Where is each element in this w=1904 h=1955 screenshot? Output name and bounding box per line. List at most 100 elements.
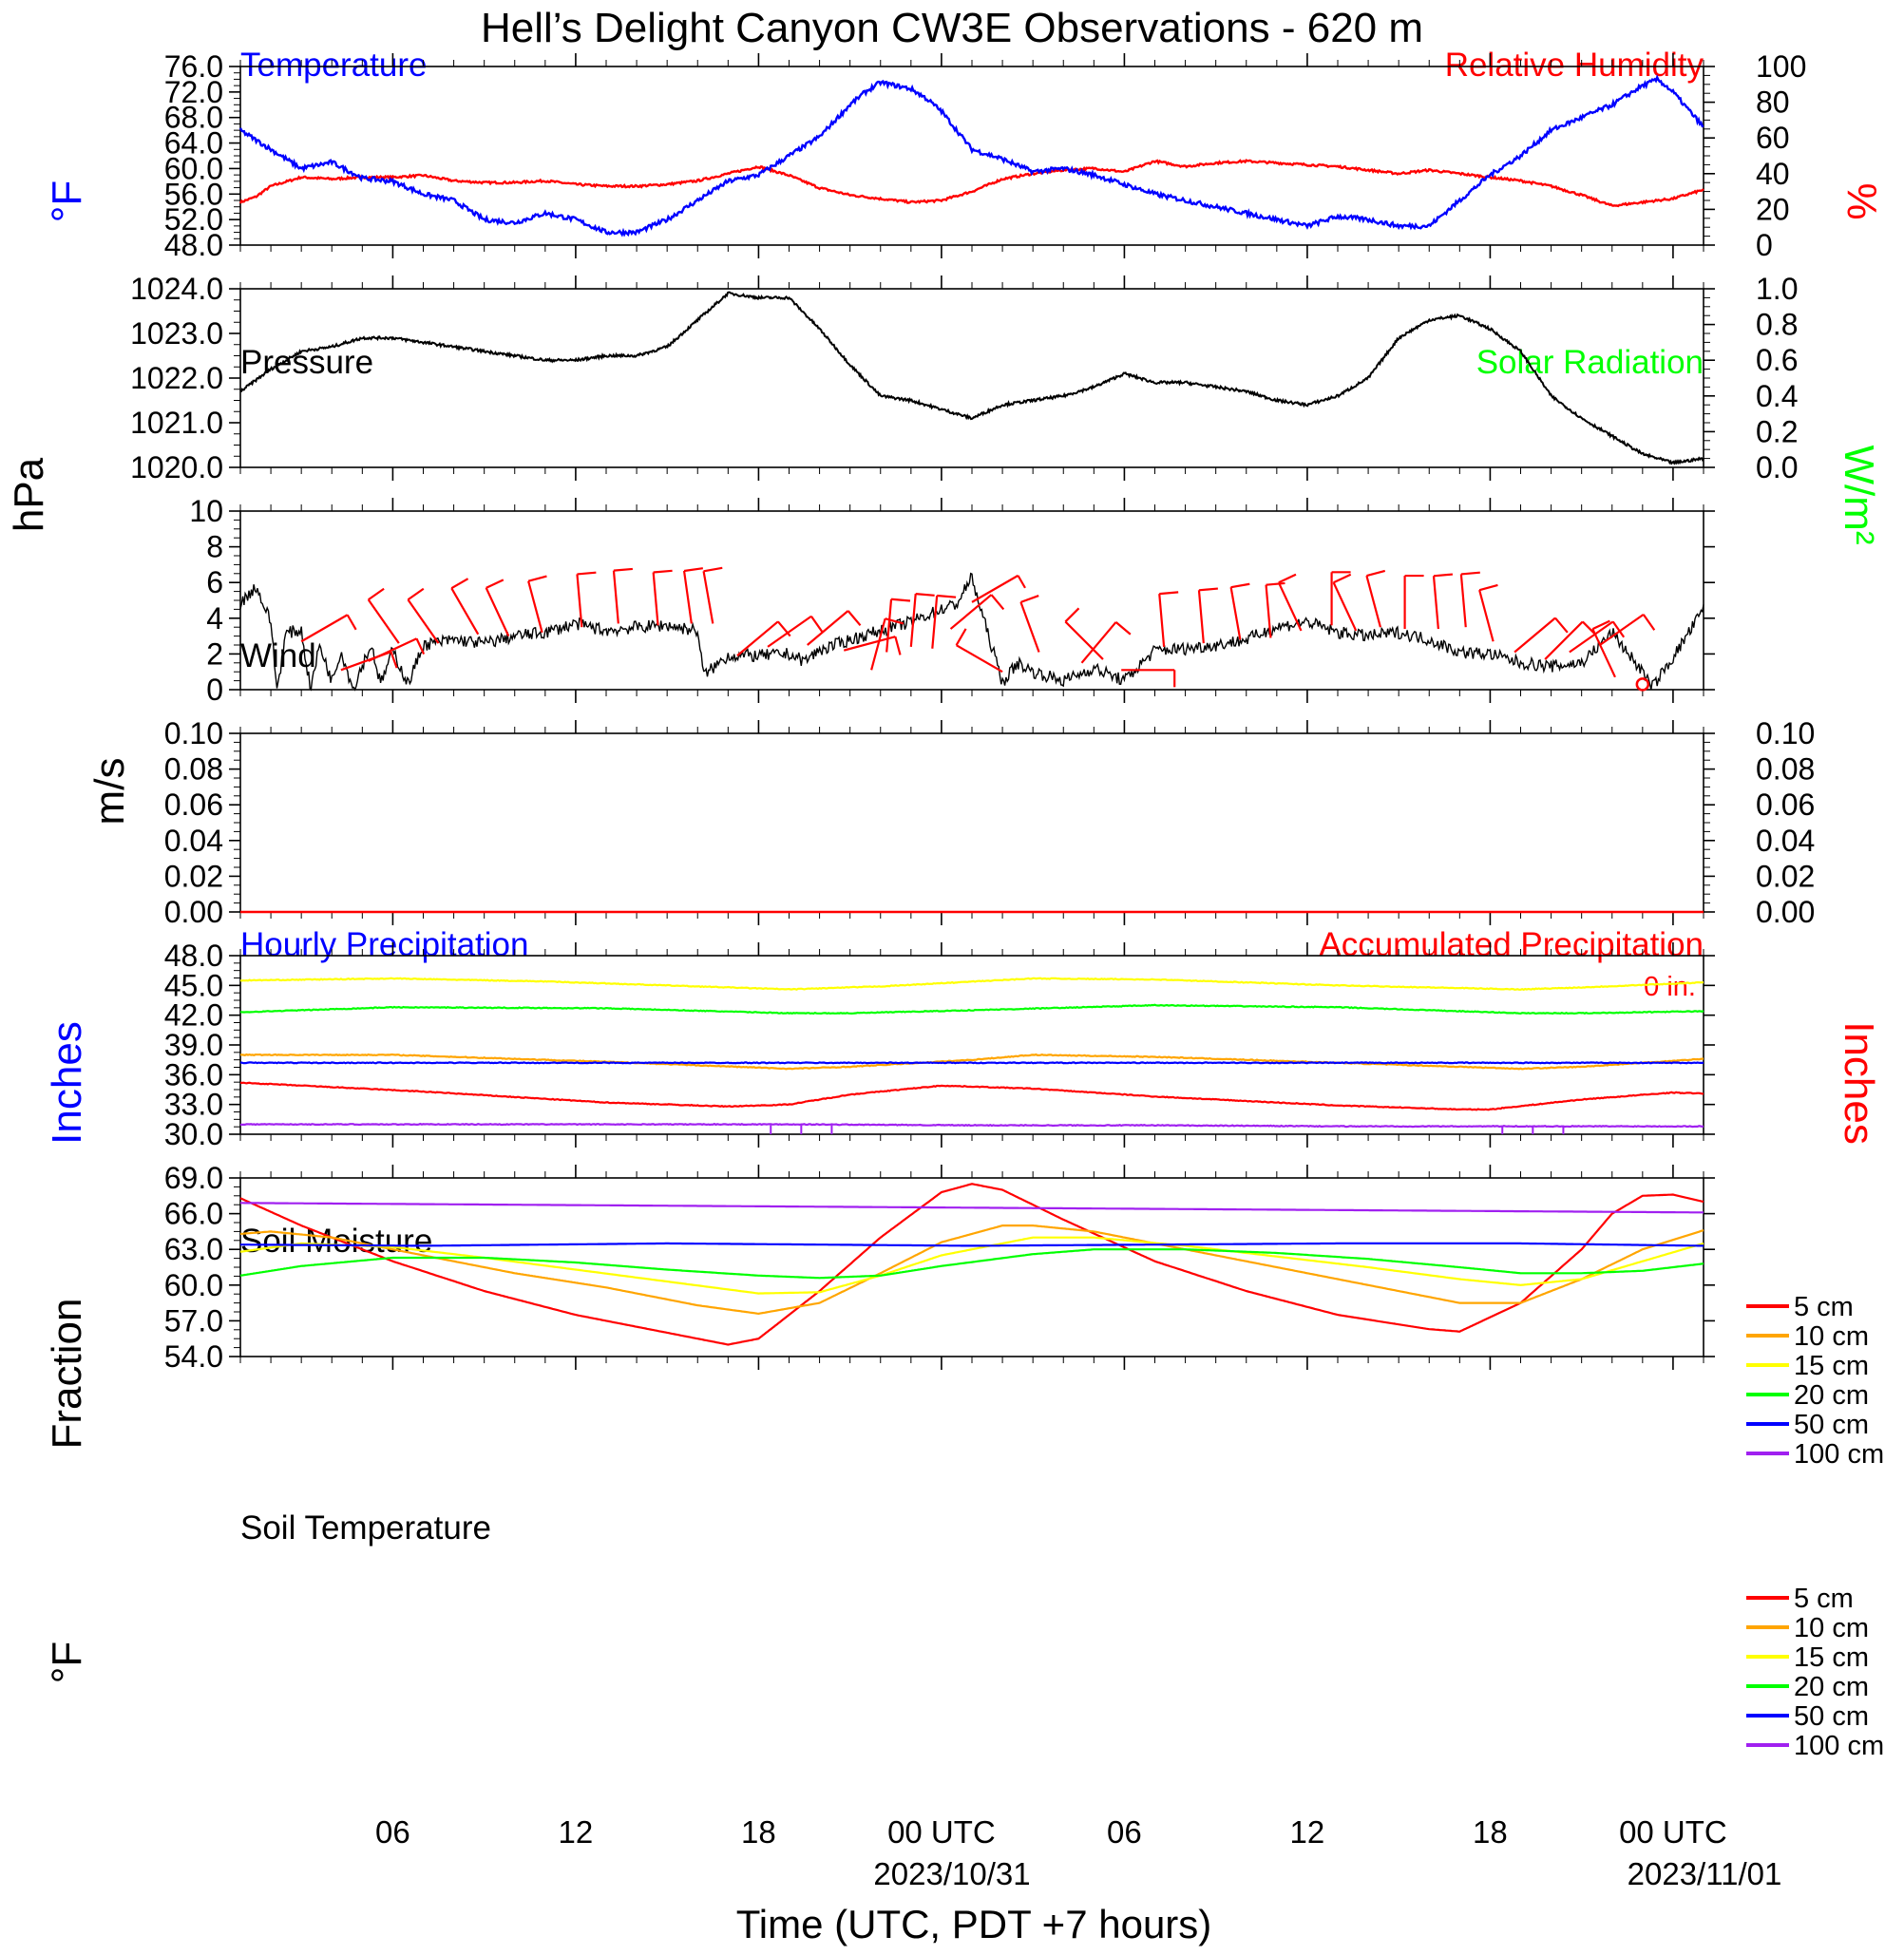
legend-label: 50 cm bbox=[1794, 1701, 1869, 1732]
y-right-tick-label: 0.06 bbox=[1756, 788, 1815, 822]
y-tick-label: 57.0 bbox=[164, 1303, 223, 1338]
series-line-soil-moisture-15cm bbox=[239, 977, 1704, 991]
wind-barb bbox=[367, 598, 400, 644]
y-right-tick-label: 80 bbox=[1756, 85, 1790, 120]
y-right-tick-label: 0.0 bbox=[1756, 450, 1798, 484]
wind-barb bbox=[682, 570, 693, 624]
x-tick-label: 18 bbox=[741, 1814, 776, 1850]
wind-barb bbox=[652, 572, 659, 626]
wind-barb-flag bbox=[368, 587, 385, 601]
y-tick-label: 54.0 bbox=[164, 1339, 223, 1374]
y-tick-label: 0.06 bbox=[164, 788, 223, 822]
y-tick-label: 63.0 bbox=[164, 1232, 223, 1266]
y-right-tick-label: 60 bbox=[1756, 121, 1790, 155]
series-line-soil-moisture-50cm bbox=[239, 1061, 1704, 1065]
wind-barb-flag bbox=[1591, 619, 1610, 631]
y-tick-label: 68.0 bbox=[164, 101, 223, 135]
wind-barb bbox=[909, 593, 917, 647]
wind-barb-flag bbox=[810, 616, 824, 633]
temp-left-unit: °F bbox=[44, 180, 90, 222]
figure-title: Hell’s Delight Canyon CW3E Observations … bbox=[481, 5, 1423, 51]
soil-moisture-left-unit: Fraction bbox=[44, 1299, 90, 1450]
wind-barb-flag bbox=[1159, 591, 1179, 596]
wind-barb-flag bbox=[937, 594, 957, 598]
pressure-left-unit: hPa bbox=[6, 457, 52, 532]
wind-barb-flag bbox=[1064, 607, 1080, 623]
y-right-tick-label: 0 bbox=[1756, 228, 1773, 262]
series-line-soil-temp-100cm bbox=[240, 1202, 1704, 1214]
wind-barb-flag bbox=[577, 571, 597, 576]
legend-label: 15 cm bbox=[1794, 1642, 1869, 1673]
wind-barb bbox=[300, 614, 349, 643]
series-line-pressure bbox=[239, 291, 1704, 465]
pressure-left-title: Pressure bbox=[240, 344, 373, 381]
wind-barb bbox=[527, 580, 543, 634]
wind-barb-flag bbox=[703, 566, 723, 573]
legend-label: 20 cm bbox=[1794, 1380, 1869, 1411]
pressure-right-unit: W/m² bbox=[1836, 445, 1882, 544]
series-line-soil-temp-50cm bbox=[240, 1242, 1704, 1247]
wind-barb-flag bbox=[885, 617, 904, 625]
panel-soil-moisture: Soil Moisture Fraction bbox=[44, 1223, 432, 1449]
wind-barb bbox=[1229, 587, 1242, 640]
series-line-soil-moisture-100cm bbox=[239, 1122, 1704, 1129]
wind-barb bbox=[1591, 628, 1616, 678]
y-right-tick-label: 0.02 bbox=[1756, 859, 1815, 893]
calm-wind-circle bbox=[1635, 677, 1650, 692]
wind-barb-flag bbox=[1017, 575, 1026, 589]
series-line-soil-temp-5cm bbox=[239, 1183, 1704, 1346]
wind-barb-flag bbox=[683, 567, 703, 573]
y-tick-label: 42.0 bbox=[164, 998, 223, 1033]
y-tick-label: 6 bbox=[206, 565, 223, 599]
y-tick-label: 0 bbox=[206, 673, 223, 707]
wind-barb bbox=[767, 615, 812, 648]
panel-soil_temp-axes: 69.066.063.060.057.054.0 bbox=[164, 1161, 1715, 1374]
wind-barb bbox=[1265, 584, 1272, 638]
wind-barb-flag bbox=[955, 628, 967, 646]
plot-frame bbox=[239, 66, 1704, 246]
y-right-tick-label: 0.08 bbox=[1756, 752, 1815, 787]
series-line-wind-speed bbox=[239, 572, 1704, 692]
panel-pressure-axes: 1024.01023.01022.01021.01020.01.00.80.60… bbox=[130, 272, 1798, 484]
x-axis-title: Time (UTC, PDT +7 hours) bbox=[736, 1902, 1212, 1946]
y-right-tick-label: 40 bbox=[1756, 157, 1790, 191]
precip-right-title: Accumulated Precipitation bbox=[1319, 926, 1704, 963]
y-tick-label: 72.0 bbox=[164, 75, 223, 109]
wind-barb-flag bbox=[1366, 569, 1386, 578]
wind-barb bbox=[956, 644, 1003, 674]
panel-soil_moisture-axes: 48.045.042.039.036.033.030.0 bbox=[164, 939, 1715, 1151]
y-tick-label: 4 bbox=[206, 601, 223, 636]
y-tick-label: 0.10 bbox=[164, 716, 223, 750]
wind-barb-flag bbox=[1611, 620, 1626, 638]
y-tick-label: 0.02 bbox=[164, 859, 223, 893]
precip-left-unit: Inches bbox=[44, 1021, 90, 1145]
precip-total-label: 0 in. bbox=[1644, 972, 1696, 1002]
y-tick-label: 2 bbox=[206, 636, 223, 671]
wind-barb bbox=[368, 637, 417, 662]
y-tick-label: 0.00 bbox=[164, 895, 223, 929]
panel-precip-axes: 0.100.080.060.040.020.000.100.080.060.04… bbox=[164, 716, 1816, 929]
wind-barb bbox=[702, 571, 714, 624]
panel-soil-temperature: Soil Temperature °F bbox=[44, 1509, 491, 1683]
y-tick-label: 8 bbox=[206, 530, 223, 564]
dynamic-layer: 76.072.068.064.060.056.052.048.010080604… bbox=[130, 49, 1884, 1850]
wind-barb-flag bbox=[847, 610, 862, 627]
wind-barb bbox=[1080, 621, 1117, 664]
legend-label: 10 cm bbox=[1794, 1321, 1869, 1352]
panel-temperature-humidity: Temperature Relative Humidity °F % bbox=[44, 47, 1885, 222]
y-tick-label: 60.0 bbox=[164, 1268, 223, 1302]
wind-barb bbox=[1064, 620, 1104, 660]
y-tick-label: 52.0 bbox=[164, 202, 223, 237]
legend-label: 5 cm bbox=[1794, 1584, 1854, 1614]
wind-barb bbox=[1459, 574, 1467, 628]
y-right-tick-label: 0.8 bbox=[1756, 308, 1798, 342]
wind-barb bbox=[1432, 576, 1439, 630]
panel-temp-axes: 76.072.068.064.060.056.052.048.0 10080604… bbox=[164, 49, 1807, 262]
y-tick-label: 1022.0 bbox=[130, 361, 223, 395]
wind-barb-flag bbox=[1278, 573, 1297, 584]
y-tick-label: 1021.0 bbox=[130, 406, 223, 440]
x-tick-label: 00 UTC bbox=[887, 1814, 996, 1850]
legend-label: 10 cm bbox=[1794, 1613, 1869, 1643]
wind-barb-flag bbox=[1266, 581, 1285, 586]
y-right-tick-label: 0.6 bbox=[1756, 343, 1798, 377]
